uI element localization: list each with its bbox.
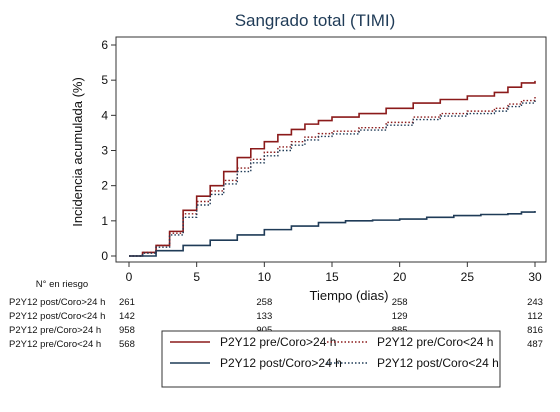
risk-row-label: P2Y12 post/Coro<24 h [9,311,105,322]
x-tick-label: 5 [193,270,200,284]
legend: P2Y12 pre/Coro>24 h P2Y12 post/Coro>24 h P… [161,330,501,388]
risk-value: 568 [119,339,135,350]
x-tick-label: 0 [126,270,133,284]
risk-value: 261 [119,297,135,308]
legend-label: P2Y12 post/Coro>24 h [220,356,342,370]
legend-box [161,330,501,388]
risk-value: 487 [527,339,543,350]
risk-value: 816 [527,325,543,336]
x-tick-label: 15 [325,270,339,284]
axes: 0 1 2 3 4 5 6 0 5 10 15 20 25 30 [101,38,542,284]
legend-label: P2Y12 pre/Coro>24 h [220,335,336,349]
y-tick-label: 3 [101,144,108,158]
risk-value: 258 [392,297,408,308]
risk-value: 142 [119,311,135,322]
series-line [129,100,536,257]
y-tick-label: 5 [101,73,108,87]
plot-background [115,36,547,263]
risk-row-label: P2Y12 pre/Coro<24 h [9,339,101,350]
series-line [129,80,536,257]
y-tick-label: 1 [101,214,108,228]
x-tick-label: 30 [528,270,542,284]
series-line [129,210,536,257]
risk-value: 133 [256,311,272,322]
series-line [129,97,536,257]
risk-value: 112 [527,311,542,322]
y-tick-label: 2 [101,179,108,193]
risk-value: 129 [392,311,408,322]
y-tick-label: 0 [101,249,108,263]
plot-area [115,36,547,263]
risk-value: 258 [256,297,272,308]
chart-title: Sangrado total (TIMI) [235,11,396,30]
x-tick-label: 25 [461,270,475,284]
legend-label: P2Y12 post/Coro<24 h [377,356,499,370]
x-tick-label: 10 [258,270,272,284]
y-tick-label: 4 [101,108,108,122]
series-layer [129,80,536,257]
risk-value: 243 [527,297,543,308]
y-axis-title: Incidencia acumulada (%) [70,77,85,227]
x-axis-title: Tiempo (dias) [310,288,389,303]
risk-value: 958 [119,325,135,336]
x-tick-label: 20 [393,270,407,284]
y-tick-label: 6 [101,38,108,52]
risk-row-label: P2Y12 post/Coro>24 h [9,297,105,308]
risk-table-header: N° en riesgo [36,279,88,290]
risk-row-label: P2Y12 pre/Coro>24 h [9,325,101,336]
legend-label: P2Y12 pre/Coro<24 h [377,335,493,349]
